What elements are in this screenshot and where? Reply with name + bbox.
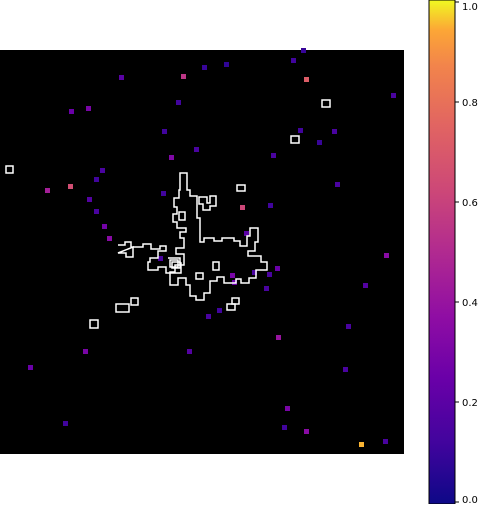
contour-main-blob bbox=[169, 172, 268, 301]
heatmap-cell-14 bbox=[317, 140, 322, 145]
heatmap-cell-10 bbox=[69, 109, 74, 114]
heatmap-cell-36 bbox=[267, 272, 272, 277]
heatmap-cell-21 bbox=[45, 188, 50, 193]
contour-inner-hole bbox=[195, 272, 204, 280]
contour-upper-piece bbox=[198, 195, 217, 211]
heatmap-cell-22 bbox=[335, 182, 340, 187]
heatmap-cell-32 bbox=[158, 256, 163, 261]
heatmap-cell-13 bbox=[332, 129, 337, 134]
heatmap-cell-27 bbox=[94, 209, 99, 214]
colorbar-tick-label-2: 0.4 bbox=[462, 298, 478, 309]
heatmap-cell-25 bbox=[268, 203, 273, 208]
contour-square-10 bbox=[169, 259, 179, 268]
heatmap-cell-41 bbox=[217, 308, 222, 313]
contour-square-7 bbox=[89, 319, 99, 329]
heatmap-cell-51 bbox=[304, 429, 309, 434]
heatmap-cell-19 bbox=[94, 177, 99, 182]
heatmap-cells bbox=[28, 48, 396, 447]
contour-square-1 bbox=[5, 165, 14, 174]
colorbar-tick-label-5: 1.0 bbox=[462, 2, 478, 13]
heatmap-cell-6 bbox=[304, 77, 309, 82]
contour-square-3 bbox=[290, 135, 300, 144]
contour-square-5 bbox=[130, 297, 139, 306]
heatmap-cell-28 bbox=[102, 224, 107, 229]
contour-square-4 bbox=[236, 184, 246, 192]
contour-left-mid bbox=[178, 211, 186, 221]
colorbar-tick-label-0: 0.0 bbox=[462, 495, 478, 504]
heatmap-cell-46 bbox=[28, 365, 33, 370]
heatmap-cell-18 bbox=[100, 168, 105, 173]
heatmap-cell-50 bbox=[282, 425, 287, 430]
heatmap-cell-12 bbox=[298, 128, 303, 133]
plot-background bbox=[0, 50, 404, 454]
heatmap-cell-5 bbox=[119, 75, 124, 80]
contour-square-6 bbox=[115, 303, 130, 313]
contour-outlines bbox=[5, 99, 331, 329]
heatmap-cell-8 bbox=[176, 100, 181, 105]
heatmap-cell-17 bbox=[169, 155, 174, 160]
heatmap-cell-30 bbox=[244, 231, 249, 236]
heatmap-cell-2 bbox=[224, 62, 229, 67]
heatmap-cell-34 bbox=[230, 273, 235, 278]
heatmap-cell-53 bbox=[383, 439, 388, 444]
heatmap-cell-15 bbox=[194, 147, 199, 152]
heatmap-cell-0 bbox=[301, 48, 306, 53]
colorbar-tick-label-1: 0.2 bbox=[462, 398, 478, 409]
heatmap-cell-26 bbox=[240, 205, 245, 210]
colorbar-gradient bbox=[428, 0, 456, 505]
heatmap-cell-38 bbox=[363, 283, 368, 288]
colorbar-tick-label-3: 0.6 bbox=[462, 198, 478, 209]
heatmap-cell-23 bbox=[161, 191, 166, 196]
heatmap-cell-48 bbox=[285, 406, 290, 411]
heatmap-cell-7 bbox=[391, 93, 396, 98]
heatmap-cell-49 bbox=[63, 421, 68, 426]
colorbar-tick-label-4: 0.8 bbox=[462, 98, 478, 109]
heatmap-cell-42 bbox=[346, 324, 351, 329]
heatmap-cell-43 bbox=[276, 335, 281, 340]
heatmap-cell-1 bbox=[291, 58, 296, 63]
heatmap-cell-31 bbox=[384, 253, 389, 258]
contour-left-lobe bbox=[117, 241, 182, 274]
heatmap-cell-39 bbox=[264, 286, 269, 291]
heatmap-cell-52 bbox=[359, 442, 364, 447]
heatmap-cell-40 bbox=[206, 314, 211, 319]
heatmap-cell-45 bbox=[187, 349, 192, 354]
contour-right-hole bbox=[212, 261, 220, 271]
heatmap-cell-4 bbox=[181, 74, 186, 79]
heatmap-cell-3 bbox=[202, 65, 207, 70]
heatmap-cell-44 bbox=[83, 349, 88, 354]
colorbar-ticks: 0.0 0.2 0.4 0.6 0.8 1.0 bbox=[455, 1, 478, 506]
heatmap-cell-16 bbox=[271, 153, 276, 158]
heatmap-cell-47 bbox=[343, 367, 348, 372]
heatmap-cell-37 bbox=[252, 270, 257, 275]
colorbar: 0.0 0.2 0.4 0.6 0.8 1.0 bbox=[428, 0, 478, 506]
contour-square-9 bbox=[226, 303, 236, 311]
heatmap-cell-9 bbox=[86, 106, 91, 111]
heatmap-cell-29 bbox=[107, 236, 112, 241]
contour-square-2 bbox=[321, 99, 331, 108]
heatmap-cell-11 bbox=[162, 129, 167, 134]
heatmap-cell-33 bbox=[275, 266, 280, 271]
heatmap-cell-24 bbox=[87, 197, 92, 202]
heatmap-cell-20 bbox=[68, 184, 73, 189]
